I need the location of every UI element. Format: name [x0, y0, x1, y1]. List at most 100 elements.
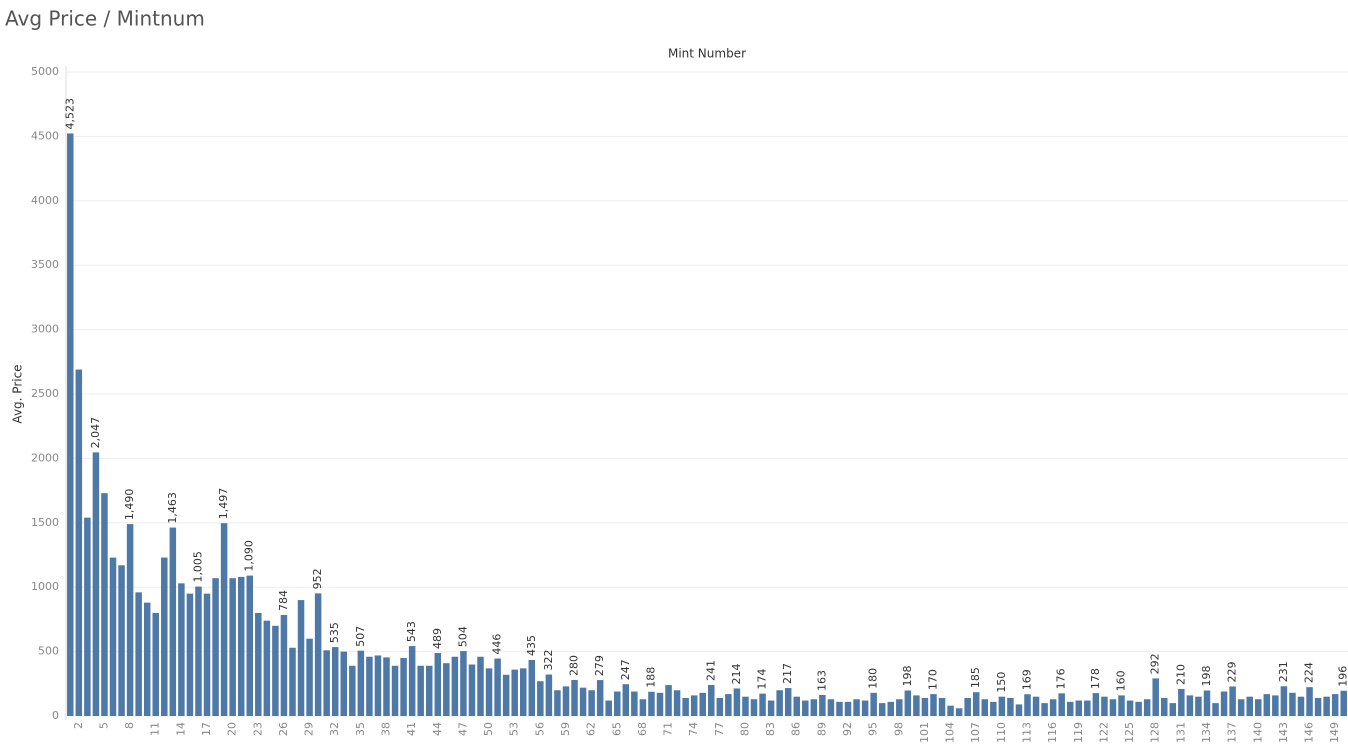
bar [699, 692, 706, 716]
bar [1306, 687, 1313, 716]
bar [1340, 690, 1347, 716]
bar [425, 665, 433, 716]
y-tick-label: 2000 [31, 451, 59, 464]
bar [725, 694, 732, 716]
value-label: 1,490 [123, 489, 136, 521]
x-tick-label: 68 [636, 722, 649, 736]
x-tick-label: 26 [277, 722, 290, 736]
bar [237, 576, 245, 716]
bar [554, 690, 561, 716]
x-tick-label: 50 [482, 722, 495, 736]
bar [1289, 692, 1296, 716]
bar [1118, 695, 1125, 716]
y-tick-label: 2500 [31, 387, 59, 400]
value-label: 247 [619, 659, 632, 680]
chart-title: Avg Price / Mintnum [5, 7, 205, 31]
value-label: 784 [277, 590, 290, 611]
bar [750, 699, 758, 716]
x-tick-label: 17 [200, 722, 213, 736]
bar [844, 701, 852, 716]
x-tick-label: 11 [149, 722, 162, 736]
bar [708, 684, 715, 716]
value-label: 1,090 [243, 540, 256, 572]
bar [84, 517, 91, 716]
bar [289, 647, 296, 716]
value-label: 229 [1226, 662, 1239, 683]
bar [1263, 694, 1271, 716]
bar [673, 690, 681, 716]
bar [477, 656, 484, 716]
bar [1220, 691, 1228, 716]
bar [323, 650, 330, 716]
bar [280, 615, 288, 716]
x-tick-label: 20 [226, 722, 239, 736]
y-axis-label: Avg. Price [11, 364, 25, 423]
value-label: 504 [456, 626, 469, 647]
bar [485, 668, 493, 716]
bar [656, 692, 664, 716]
x-tick-label: 122 [1097, 722, 1110, 743]
bar [545, 674, 553, 716]
value-label: 214 [730, 663, 743, 684]
bar [434, 653, 442, 716]
bar [126, 524, 134, 716]
bar [733, 688, 741, 716]
bar [921, 697, 929, 716]
bar [1109, 699, 1117, 716]
bar [810, 699, 818, 716]
value-label: 446 [491, 634, 504, 655]
x-tick-label: 77 [713, 722, 726, 736]
bar [1237, 699, 1245, 716]
value-label: 1,497 [217, 488, 230, 520]
bar [648, 691, 655, 716]
x-tick-label: 89 [815, 722, 828, 736]
value-label: 1,463 [166, 492, 179, 524]
value-label: 224 [1303, 662, 1316, 683]
bar [1169, 703, 1177, 716]
bar [972, 692, 980, 716]
bar [1041, 703, 1048, 716]
x-tick-label: 71 [662, 722, 675, 736]
bar [716, 697, 724, 716]
value-label: 280 [568, 655, 581, 676]
bar [861, 700, 869, 716]
bar [67, 133, 74, 716]
bar [468, 664, 476, 716]
bar [1126, 700, 1134, 716]
bar [1101, 696, 1108, 716]
value-label: 176 [1055, 668, 1068, 689]
bar [1186, 695, 1194, 716]
x-tick-label: 41 [405, 722, 418, 736]
x-tick-label: 23 [251, 722, 264, 736]
x-tick-label: 128 [1149, 722, 1162, 743]
x-tick-label: 83 [764, 722, 777, 736]
bar [92, 452, 100, 716]
bar [1152, 678, 1159, 716]
x-tick-label: 59 [559, 722, 572, 736]
y-tick-label: 1500 [31, 516, 59, 529]
bar [383, 657, 390, 716]
bar [938, 697, 946, 716]
bar [494, 658, 501, 716]
bar [665, 685, 672, 716]
bar [571, 679, 578, 716]
bar [1049, 699, 1057, 716]
bar [759, 693, 766, 716]
bar [588, 690, 595, 716]
bar [836, 701, 843, 716]
bar [1195, 696, 1202, 716]
bar [511, 669, 518, 716]
value-label: 185 [969, 667, 982, 688]
x-tick-label: 131 [1174, 722, 1187, 743]
y-tick-label: 500 [38, 645, 59, 658]
value-label: 178 [1089, 668, 1102, 689]
bar [1297, 696, 1305, 716]
y-tick-label: 1000 [31, 580, 59, 593]
bar [1280, 686, 1288, 716]
x-tick-label: 29 [303, 722, 316, 736]
bar [742, 696, 749, 716]
value-label: 198 [901, 665, 914, 686]
value-label: 279 [593, 655, 606, 676]
value-label: 231 [1277, 661, 1290, 682]
bar [605, 700, 612, 716]
